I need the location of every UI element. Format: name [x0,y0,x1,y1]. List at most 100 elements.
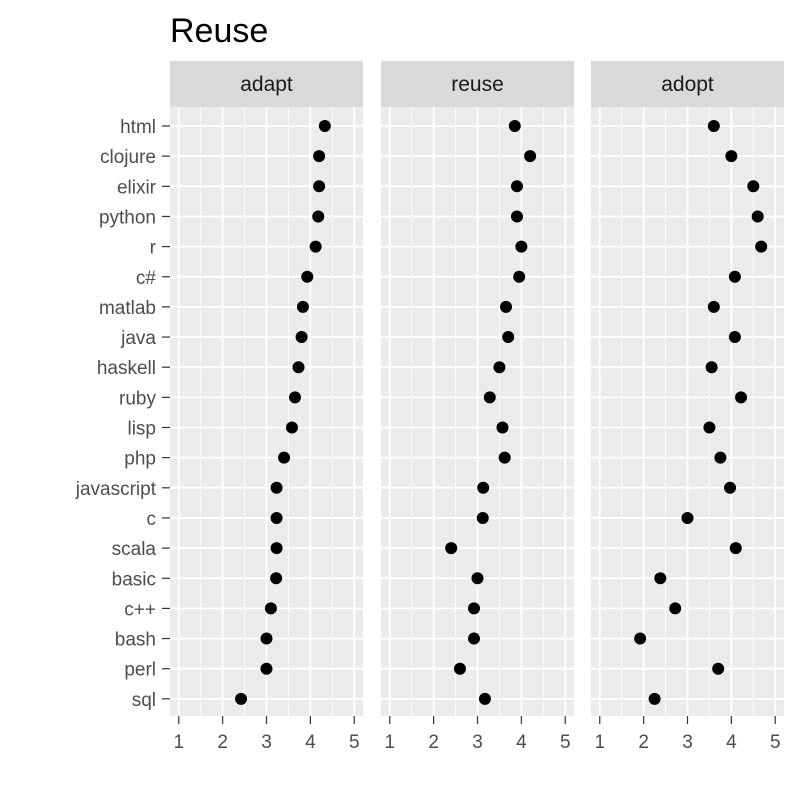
category-label-sql: sql [132,690,156,711]
data-point-reuse-sql [478,692,491,705]
category-label-ruby: ruby [119,388,156,409]
data-point-reuse-csharp [513,270,526,283]
data-point-adopt-javascript [724,481,737,494]
data-point-adopt-ruby [735,391,748,404]
category-label-perl: perl [124,660,156,681]
facet-strip [381,61,574,107]
data-point-reuse-elixir [510,180,523,193]
data-point-reuse-python [510,210,523,223]
category-label-java: java [120,328,156,349]
data-point-adopt-bash [634,632,647,645]
facet-strip-label: adapt [240,73,293,96]
data-point-adapt-lisp [285,421,298,434]
data-point-reuse-basic [471,572,484,585]
facet-adapt: adapt 1 2 3 4 5 [170,61,363,753]
data-point-reuse-r [515,240,528,253]
category-label-basic: basic [112,569,156,590]
data-point-adopt-perl [712,662,725,675]
data-point-adopt-c [681,511,694,524]
data-point-adopt-basic [654,572,667,585]
category-label-html: html [120,117,156,138]
facet-reuse: reuse 1 2 3 4 5 [381,61,574,753]
facet-strip-label: reuse [451,73,504,96]
data-point-adapt-sql [235,692,248,705]
data-point-adapt-elixir [313,180,326,193]
category-axis: html clojure elixir python r c# matlab java hask… [75,117,170,711]
x-tick-label: 2 [217,732,228,753]
category-label-r: r [150,238,157,259]
data-point-adapt-bash [260,632,273,645]
x-tick-label: 4 [726,732,737,753]
x-tick-label: 4 [516,732,527,753]
data-point-reuse-php [498,451,511,464]
category-label-matlab: matlab [99,298,156,319]
data-point-adopt-clojure [725,150,738,163]
data-point-reuse-matlab [500,300,513,313]
data-point-adapt-csharp [301,270,314,283]
category-label-haskell: haskell [97,358,156,379]
data-point-adopt-matlab [707,300,720,313]
data-point-reuse-ruby [483,391,496,404]
data-point-reuse-bash [467,632,480,645]
chart-title: Reuse [170,12,268,50]
data-point-adapt-python [312,210,325,223]
data-point-adapt-perl [260,662,273,675]
x-tick-label: 4 [305,732,316,753]
data-point-reuse-html [508,120,521,132]
category-label-php: php [124,449,156,470]
data-point-adapt-clojure [313,150,326,163]
x-tick-label: 1 [594,732,605,753]
data-point-adapt-ruby [289,391,302,404]
data-point-adopt-lisp [703,421,716,434]
data-point-adapt-basic [270,572,283,585]
data-point-reuse-perl [453,662,466,675]
data-point-adopt-sql [648,692,661,705]
data-point-adapt-scala [270,542,283,555]
x-tick-label: 3 [261,732,272,753]
category-label-bash: bash [115,630,156,651]
data-point-adopt-scala [729,542,742,555]
facet-panels: adapt 1 2 3 4 5 reuse 1 2 3 4 5 adopt 1 2 3 4 5 [170,61,784,753]
facet-strip [591,61,784,107]
data-point-reuse-scala [445,542,458,555]
data-point-reuse-lisp [496,421,509,434]
category-label-scala: scala [112,539,157,560]
data-point-adapt-r [309,240,322,253]
category-label-elixir: elixir [117,177,157,198]
category-label-csharp: c# [136,268,157,289]
x-tick-label: 3 [472,732,483,753]
category-label-cplusplus: c++ [124,599,156,620]
data-point-adopt-php [714,451,727,464]
category-label-c: c [147,509,157,530]
data-point-adapt-c [270,511,283,524]
data-point-reuse-java [502,331,515,344]
data-point-adopt-html [707,120,720,132]
data-point-adopt-r [755,240,768,253]
facet-strip [170,61,363,107]
data-point-adapt-haskell [292,361,305,374]
data-point-adopt-python [751,210,764,223]
category-label-clojure: clojure [100,147,156,168]
facet-strip-label: adopt [661,73,714,96]
data-point-adopt-cplusplus [669,602,682,615]
data-point-reuse-c [476,511,489,524]
data-point-reuse-javascript [477,481,490,494]
data-point-reuse-cplusplus [467,602,480,615]
x-tick-label: 2 [638,732,649,753]
data-point-adapt-php [278,451,291,464]
x-tick-label: 1 [384,732,395,753]
category-label-python: python [99,207,156,228]
category-label-javascript: javascript [75,479,157,500]
data-point-adapt-cplusplus [264,602,277,615]
data-point-adopt-csharp [728,270,741,283]
data-point-adapt-matlab [296,300,309,313]
x-tick-label: 5 [770,732,781,753]
data-point-adapt-javascript [270,481,283,494]
data-point-reuse-clojure [524,150,537,163]
x-tick-label: 5 [560,732,571,753]
data-point-adapt-html [318,120,331,132]
x-tick-label: 3 [682,732,693,753]
category-label-lisp: lisp [127,419,156,440]
data-point-adapt-java [295,331,308,344]
